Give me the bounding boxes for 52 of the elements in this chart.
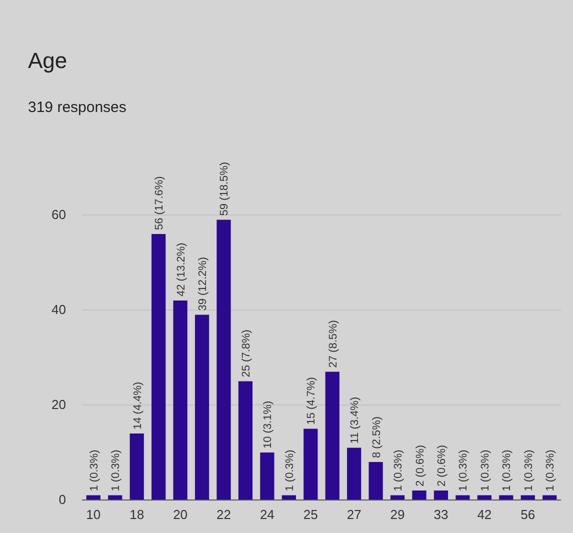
bar [304, 428, 318, 500]
data-label: 1 (0.3%) [88, 450, 100, 492]
chart-subtitle: 319 responses [28, 99, 126, 116]
data-label: 15 (4.7%) [306, 377, 318, 425]
x-tick-label: 10 [86, 507, 101, 522]
x-tick-label: 24 [260, 507, 274, 522]
data-label: 8 (2.5%) [370, 416, 383, 458]
y-tick-label: 20 [52, 397, 66, 412]
x-tick-label: 27 [346, 507, 362, 522]
data-label: 1 (0.3%) [458, 450, 470, 492]
data-label: 2 (0.6%) [436, 444, 448, 486]
data-label: 1 (0.3%) [392, 450, 405, 492]
bar [347, 448, 362, 500]
data-label: 10 (3.1%) [262, 400, 274, 448]
data-label: 1 (0.3%) [479, 450, 492, 492]
data-label: 1 (0.3%) [501, 450, 514, 492]
y-tick-label: 0 [58, 492, 66, 508]
bar [238, 381, 253, 500]
bar [434, 490, 448, 500]
bar [260, 452, 274, 500]
data-label: 27 (8.5%) [327, 320, 340, 368]
bar [216, 220, 231, 500]
bar [173, 300, 188, 500]
x-tick-label: 29 [390, 507, 405, 522]
y-tick-label: 40 [52, 302, 66, 318]
bar [412, 490, 426, 500]
bar [194, 314, 210, 500]
bar [325, 372, 340, 500]
data-label: 59 (18.5%) [218, 162, 231, 216]
y-tick-label: 60 [52, 207, 66, 222]
x-tick-label: 25 [303, 507, 318, 522]
data-label: 14 (4.4%) [132, 382, 144, 430]
x-tick-label: 18 [130, 507, 144, 522]
bar [152, 234, 166, 500]
data-label: 39 (12.2%) [197, 256, 210, 311]
data-label: 42 (13.2%) [175, 242, 188, 296]
data-label: 1 (0.3%) [544, 450, 557, 492]
bar [368, 462, 383, 500]
data-label: 2 (0.6%) [414, 444, 426, 486]
x-tick-label: 22 [216, 507, 231, 522]
x-tick-label: 33 [434, 507, 448, 522]
bar [130, 434, 144, 500]
data-label: 11 (3.4%) [349, 396, 362, 444]
x-tick-label: 42 [477, 507, 492, 522]
data-label: 1 (0.3%) [522, 450, 535, 492]
data-label: 25 (7.8%) [240, 330, 252, 378]
data-label: 56 (17.6%) [154, 176, 166, 230]
chart-title: Age [28, 48, 68, 73]
data-label: 1 (0.3%) [284, 450, 296, 492]
x-tick-label: 20 [173, 507, 188, 522]
x-tick-label: 56 [520, 507, 536, 522]
data-label: 1 (0.3%) [110, 450, 122, 492]
